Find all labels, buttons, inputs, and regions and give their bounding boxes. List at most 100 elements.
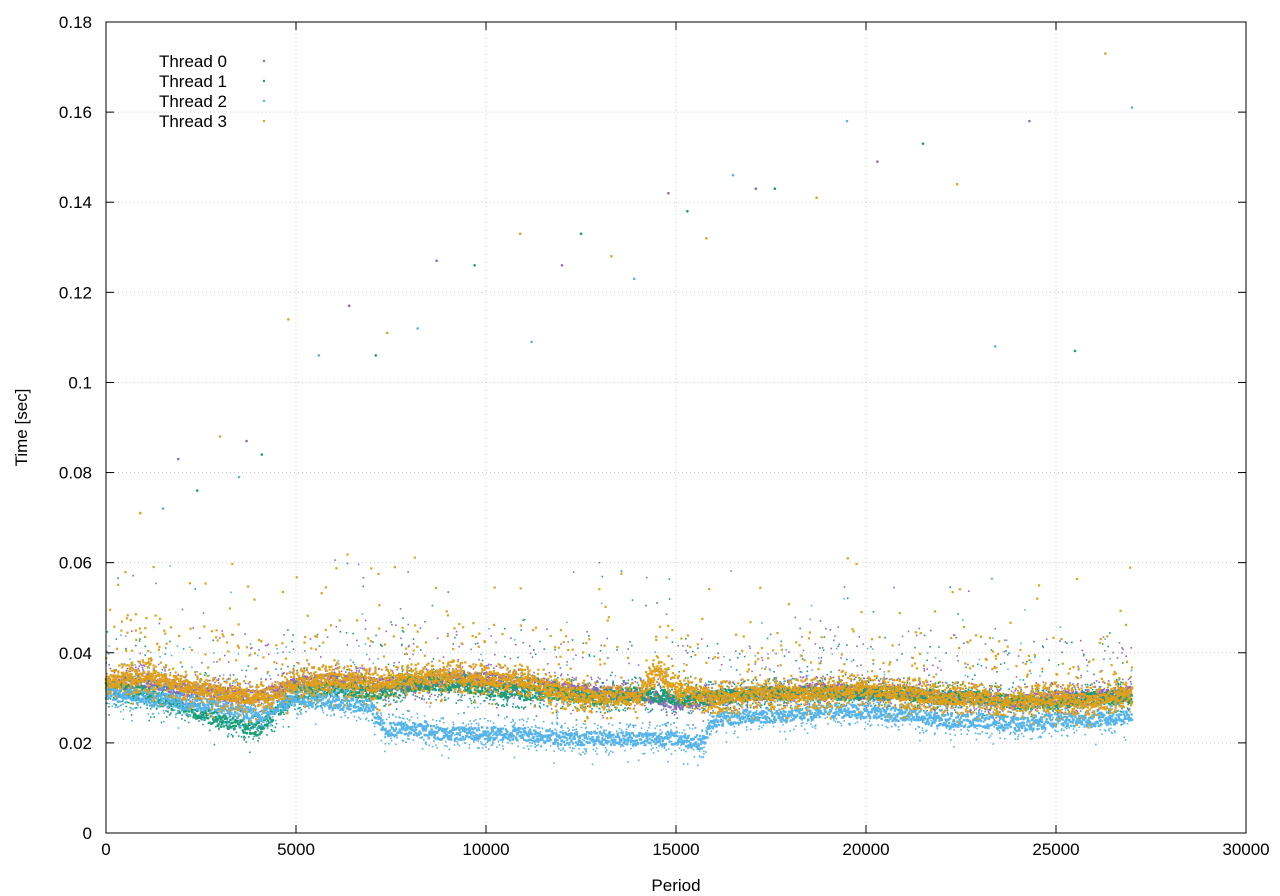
data-point: [230, 733, 233, 736]
data-point: [1098, 690, 1101, 693]
data-point: [362, 585, 365, 588]
data-point: [527, 698, 530, 701]
data-point: [732, 681, 734, 683]
data-point: [575, 676, 578, 679]
data-point: [630, 690, 633, 694]
data-point: [770, 691, 773, 695]
data-point: [708, 703, 711, 706]
data-point: [457, 693, 460, 696]
data-point: [109, 698, 112, 700]
data-point: [869, 679, 872, 682]
data-point: [1073, 712, 1076, 714]
data-point: [421, 686, 424, 689]
data-point: [295, 678, 298, 680]
data-point: [152, 668, 155, 671]
data-point: [532, 700, 534, 702]
data-point: [1121, 678, 1124, 681]
data-point: [512, 671, 515, 673]
data-point: [793, 677, 796, 680]
data-point: [698, 704, 701, 708]
data-point: [664, 673, 666, 675]
data-point: [763, 703, 766, 706]
data-point: [819, 702, 821, 705]
data-point: [266, 692, 269, 695]
data-point: [778, 684, 781, 687]
data-point: [511, 695, 513, 698]
data-point: [1059, 640, 1061, 642]
data-point: [388, 700, 390, 703]
data-point: [390, 621, 392, 623]
data-point: [178, 691, 181, 694]
data-point: [1026, 694, 1029, 697]
data-point: [376, 680, 379, 683]
data-point: [335, 667, 337, 670]
data-point: [513, 697, 515, 699]
data-point: [379, 678, 382, 681]
data-point: [333, 668, 336, 671]
data-point: [459, 664, 461, 667]
data-point: [495, 641, 497, 644]
data-point: [296, 683, 300, 686]
data-point: [357, 563, 360, 566]
data-point: [503, 705, 506, 708]
data-point: [569, 703, 572, 706]
data-point: [603, 688, 607, 691]
data-point: [675, 704, 678, 708]
data-point: [1064, 641, 1067, 643]
data-point: [369, 645, 371, 647]
data-point: [623, 681, 625, 684]
data-point: [921, 703, 923, 706]
data-point: [824, 678, 826, 681]
data-point: [849, 675, 851, 677]
data-point: [657, 684, 659, 687]
data-point: [883, 676, 885, 679]
data-point: [689, 710, 692, 712]
data-point: [1076, 710, 1079, 713]
data-point: [251, 647, 253, 649]
data-point: [267, 643, 270, 646]
data-point: [828, 690, 832, 693]
data-point: [1072, 683, 1074, 686]
data-point: [335, 675, 338, 679]
data-point: [1102, 636, 1105, 638]
data-point: [245, 669, 248, 672]
data-point: [667, 705, 670, 708]
data-point: [431, 604, 434, 607]
data-point: [973, 709, 976, 711]
data-point: [746, 701, 749, 703]
data-point: [190, 693, 193, 696]
data-point: [657, 670, 659, 673]
data-point: [529, 652, 532, 655]
data-point: [607, 694, 611, 698]
data-point: [571, 676, 574, 679]
data-point: [227, 702, 230, 704]
data-point: [886, 677, 888, 680]
data-point: [1054, 711, 1056, 714]
data-point: [268, 685, 270, 687]
data-point: [134, 686, 136, 689]
data-point: [561, 705, 564, 708]
data-point: [674, 692, 677, 695]
data-point: [614, 690, 616, 692]
data-point: [356, 667, 359, 670]
data-point: [266, 734, 268, 736]
data-point: [1017, 689, 1019, 692]
data-point: [1128, 685, 1131, 689]
data-point: [1117, 684, 1120, 686]
data-point: [709, 712, 712, 714]
data-point: [668, 668, 670, 671]
data-point: [1116, 657, 1119, 659]
data-point: [155, 582, 157, 585]
data-point: [790, 682, 793, 684]
data-point: [941, 681, 944, 684]
data-point: [167, 690, 171, 694]
data-point: [825, 627, 827, 630]
data-point: [329, 693, 331, 695]
data-point: [692, 710, 694, 712]
data-point: [514, 695, 516, 697]
data-point: [755, 699, 757, 702]
data-point: [566, 661, 568, 663]
data-point: [673, 708, 676, 710]
data-point: [997, 690, 999, 692]
data-point: [1094, 686, 1097, 688]
